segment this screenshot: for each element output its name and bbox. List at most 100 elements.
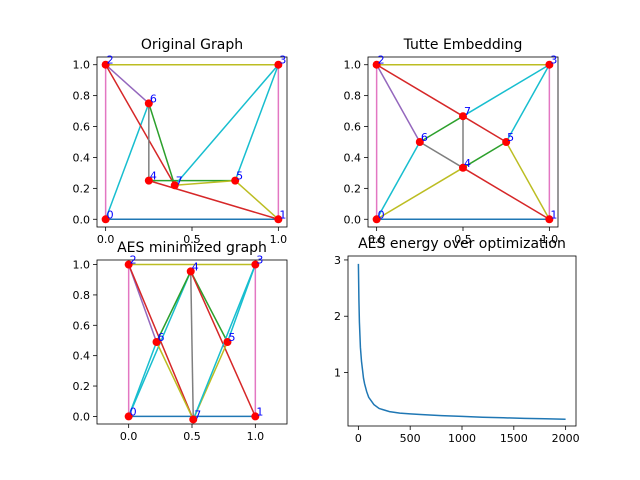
y-tick-label: 1.0 (344, 59, 362, 72)
graph-node (545, 60, 554, 69)
graph-edge (127, 264, 194, 420)
graph-edge (105, 64, 150, 104)
graph-edge (462, 115, 507, 143)
node-label: 1 (550, 208, 557, 221)
graph-edge (174, 64, 279, 186)
y-tick-label: 0.2 (344, 182, 362, 195)
graph-node (124, 260, 133, 269)
graph-edge (190, 271, 229, 343)
graph-edge (234, 64, 280, 181)
node-label: 7 (464, 105, 471, 118)
node-label: 4 (150, 170, 157, 183)
node-label: 4 (464, 157, 471, 170)
graph-node (223, 338, 232, 346)
node-label: 1 (279, 208, 286, 221)
y-tick-label: 1 (334, 367, 341, 380)
y-tick-label: 3 (334, 254, 341, 267)
x-tick-label: 1500 (500, 432, 528, 445)
graph-edge (462, 64, 550, 117)
node-label: 3 (256, 254, 263, 267)
chart-title: Original Graph (141, 37, 243, 53)
graph-edge (419, 141, 464, 169)
graph-node (545, 215, 554, 224)
graph-node (189, 415, 198, 424)
x-tick-label: 0 (355, 432, 362, 445)
y-tick-label: 0.4 (73, 151, 91, 164)
graph-edge (375, 141, 421, 220)
x-tick-label: 1.0 (247, 430, 265, 443)
node-label: 6 (150, 92, 157, 105)
graph-edge (376, 64, 464, 117)
graph-node (101, 60, 110, 69)
node-label: 3 (279, 54, 286, 67)
x-tick-label: 0.0 (97, 233, 115, 246)
y-tick-label: 0.0 (73, 410, 91, 423)
y-tick-label: 0.4 (73, 350, 91, 363)
chart-title: AES minimized graph (117, 240, 267, 256)
graph-node (144, 176, 153, 185)
chart-panel-4: 0 500 1000 1500 2000 1 2 3 AES energy over optim… (334, 236, 580, 445)
x-tick-label: 0.0 (368, 233, 386, 246)
x-tick-label: 1.0 (270, 233, 288, 246)
y-tick-label: 1.0 (73, 59, 91, 72)
graph-edge (148, 179, 279, 220)
chart-title: AES energy over optimization (358, 236, 566, 252)
y-tick-label: 0.6 (73, 319, 91, 332)
y-tick-label: 0.8 (73, 289, 91, 302)
graph-node (251, 260, 260, 269)
x-tick-label: 1.0 (541, 233, 559, 246)
graph-edge (148, 103, 176, 186)
graph-node (124, 412, 133, 421)
graph-edge (127, 341, 158, 417)
x-tick-label: 0.5 (454, 233, 472, 246)
graph-node (372, 215, 381, 224)
node-label: 7 (194, 408, 201, 421)
graph-node (152, 338, 161, 346)
axes-frame (347, 255, 577, 427)
graph-edge (189, 271, 195, 420)
x-tick-label: 0.5 (183, 430, 201, 443)
y-tick-label: 0.6 (73, 121, 91, 134)
chart-panel-2: 0 1 2 3 4 5 6 7 0.0 0.5 1.0 0.0 0.2 0.4 0.6 0.8 1.0 Tutte… (344, 37, 559, 246)
node-label: 5 (228, 331, 235, 344)
graph-edge (505, 64, 551, 143)
node-label: 4 (192, 260, 199, 273)
graph-node (144, 99, 153, 108)
plot-area (124, 260, 260, 424)
graph-node (231, 176, 240, 185)
y-tick-label: 0.2 (73, 380, 91, 393)
energy-series-line (357, 263, 566, 420)
node-label: 5 (236, 170, 243, 183)
y-tick-label: 0.4 (344, 151, 362, 164)
graph-edge (375, 64, 421, 143)
graph-node (251, 412, 260, 421)
node-label: 2 (378, 54, 385, 67)
graph-edge (234, 180, 279, 220)
plot-area (357, 263, 566, 420)
plot-area (372, 60, 554, 224)
node-label: 2 (130, 254, 137, 267)
graph-node (459, 163, 467, 172)
graph-edge (376, 167, 464, 220)
y-tick-label: 0.8 (73, 90, 91, 103)
graph-edge (155, 271, 192, 343)
graph-node (101, 215, 110, 224)
x-tick-label: 1000 (448, 432, 476, 445)
graph-node (186, 267, 195, 276)
graph-edge (104, 103, 150, 220)
graph-node (459, 112, 467, 121)
x-tick-label: 0.5 (183, 233, 201, 246)
graph-edge (104, 64, 176, 186)
y-tick-label: 0.0 (344, 213, 362, 226)
graph-node (372, 60, 381, 69)
graph-edge (155, 341, 194, 420)
graph-edge (462, 141, 507, 169)
y-tick-label: 0.8 (344, 90, 362, 103)
node-label: 0 (107, 208, 114, 221)
graph-node (502, 138, 511, 146)
node-label: 2 (107, 54, 114, 67)
graph-edge (462, 167, 550, 220)
graph-edge (505, 141, 551, 220)
y-tick-label: 0.6 (344, 121, 362, 134)
